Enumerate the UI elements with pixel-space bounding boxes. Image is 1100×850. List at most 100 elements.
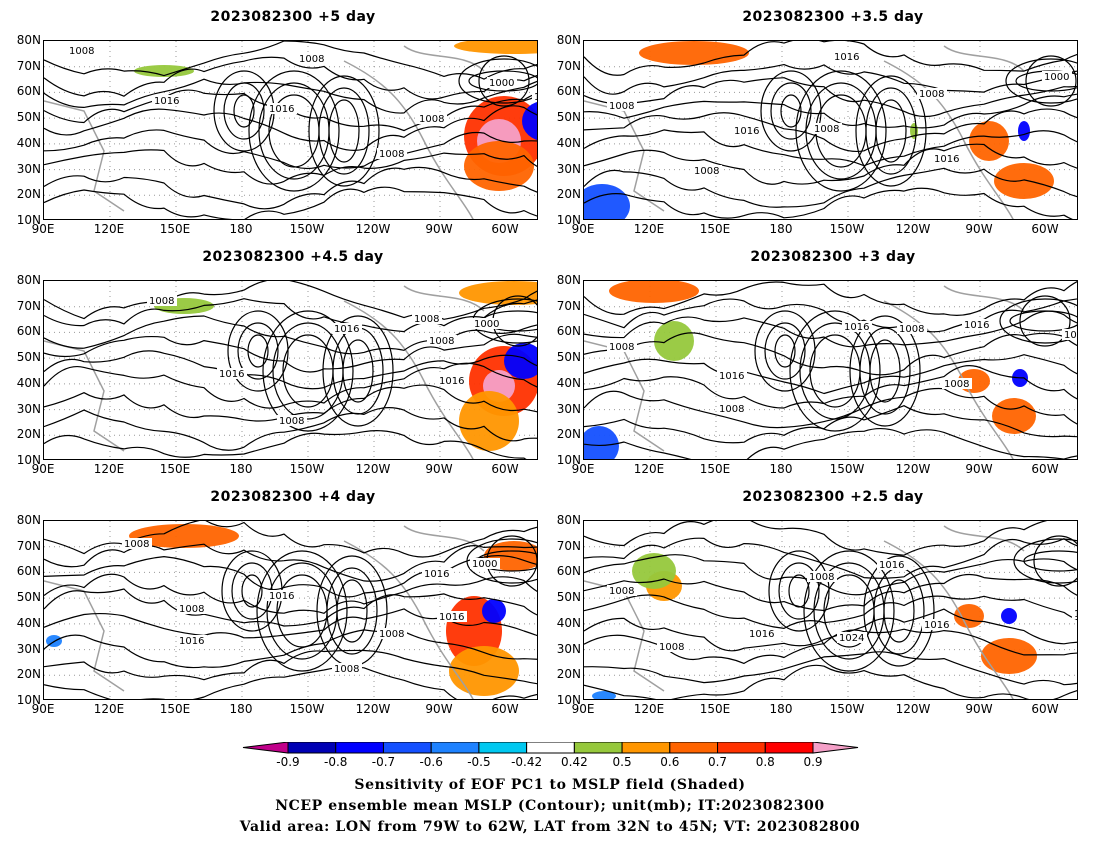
contour-label: 1016 [334,324,359,335]
contour-label: 1016 [844,322,869,333]
lat-tick-label: 50N [556,350,581,365]
lon-tick-label: 150E [699,222,731,236]
lon-tick-label: 150W [829,222,865,236]
sensitivity-shading [129,524,239,548]
sensitivity-shading [654,321,694,361]
contour-label-bg [917,88,947,99]
panel-title: 2023082300 +2.5 day [742,489,924,505]
contour-label-bg [942,378,972,389]
contour-label-bg [897,323,927,334]
mslp-contour [788,574,810,608]
mslp-contour [584,594,1077,630]
mslp-contour [44,56,537,100]
lon-tick-label: 120W [355,702,391,716]
coastline [343,540,474,699]
colorbar-tick-label: -0.42 [511,755,543,769]
lon-tick-label: 90W [425,462,453,476]
contour-label: 1016 [879,560,904,571]
sensitivity-shading [449,646,519,696]
contour-label: 1008 [919,89,944,100]
contour-label-bg [607,341,637,352]
contour-label: 1024 [839,633,864,644]
lon-tick-label: 90E [571,222,595,236]
lat-tick-label: 40N [556,375,581,390]
sensitivity-shading [584,184,630,219]
contour-label: 1008 [179,604,204,615]
lon-tick-label: 90E [31,222,55,236]
mslp-contour [1023,550,1077,572]
lat-tick-label: 60N [556,324,581,339]
mslp-contour [999,298,1077,344]
contour-label-bg [267,103,297,114]
panel-title: 2023082300 +4.5 day [202,249,384,265]
colorbar-segment [478,742,528,754]
lat-tick-label: 80N [556,33,581,47]
colorbar-segment [764,742,814,754]
mslp-contour [44,407,537,451]
mslp-contour [764,322,806,380]
mslp-contour [584,332,1077,376]
contour-label: 1016 [924,620,949,631]
lat-tick-label: 70N [556,58,581,73]
contour-label: 1016 [179,636,204,647]
lon-tick-label: 90W [965,222,993,236]
lat-tick-label: 60N [16,564,41,579]
mslp-contour [778,562,820,620]
lat-tick-label: 80N [16,273,41,287]
lat-tick-label: 70N [16,58,41,73]
mslp-contour [1019,295,1071,347]
contour-label-bg [747,628,777,639]
mslp-contour [584,41,1077,76]
contour-label: 1008 [659,642,684,653]
colorbar-tick-label: 0.6 [660,755,680,769]
contour-label-bg [692,165,722,176]
mslp-contour [584,354,1077,395]
mslp-contour [256,550,348,672]
contour-label-bg [607,585,637,596]
sensitivity-shading [1001,608,1017,624]
contour-label-bg [277,415,307,426]
contour-label: 1016 [439,612,464,623]
mslp-contour [584,664,1077,699]
coastline [943,45,1025,72]
sensitivity-shading [592,691,616,699]
lon-tick-label: 180 [769,462,793,476]
lat-tick-label: 40N [16,375,41,390]
lon-tick-label: 60W [491,222,519,236]
coastline [44,340,125,452]
lat-tick-label: 50N [16,350,41,365]
lon-tick-label: 60W [491,462,519,476]
lon-tick-label: 120E [633,462,665,476]
contour-label-bg [412,313,442,324]
contour-label-bg [217,368,247,379]
contour-label-bg [877,559,907,570]
colorbar-tick-label: 0.5 [612,755,632,769]
lon-tick-label: 90W [425,702,453,716]
mslp-contour [44,89,537,132]
contour-label: 1008 [124,539,149,550]
contour-label: 1008 [809,572,834,583]
contour-label: 1016 [734,126,759,137]
colorbar-tick-label: -0.8 [324,755,348,769]
mslp-contour [322,315,394,427]
mslp-contour [44,166,537,210]
mslp-contour [44,78,537,114]
lat-tick-label: 70N [556,538,581,553]
contour-label-bg [437,375,467,386]
contour-label-bg [832,51,862,62]
mslp-contour [248,70,340,192]
lon-tick-label: 90E [31,702,55,716]
mslp-contour [342,339,374,403]
coastline [883,540,1014,699]
contour-label-bg [377,148,407,159]
mslp-contour [863,555,935,667]
contour-label: 1008 [379,629,404,640]
lon-tick-label: 120E [93,702,125,716]
contour-label: 1008 [944,379,969,390]
mslp-contour [231,562,273,620]
mslp-contour [44,384,537,422]
mslp-contour [770,82,812,140]
colorbar-segment [242,742,289,754]
colorbar-segment [573,742,623,754]
contour-label: 1016 [424,569,449,580]
